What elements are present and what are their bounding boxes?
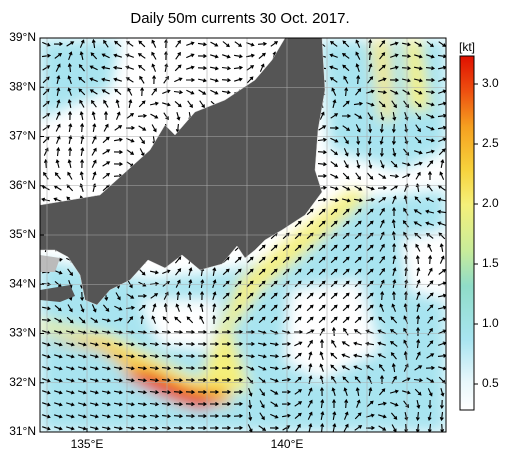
land-islands bbox=[40, 255, 60, 272]
colorbar-unit: [kt] bbox=[459, 40, 475, 54]
colorbar-tick-label: 0.5 bbox=[482, 376, 499, 390]
lat-label: 35°N bbox=[9, 227, 36, 241]
land-honshu bbox=[40, 38, 326, 306]
land-shikoku bbox=[40, 285, 75, 302]
lat-label: 32°N bbox=[9, 375, 36, 389]
lat-label: 38°N bbox=[9, 79, 36, 93]
colorbar-tick-label: 3.0 bbox=[482, 76, 499, 90]
lat-label: 33°N bbox=[9, 326, 36, 340]
colorbar-tick-label: 2.0 bbox=[482, 196, 499, 210]
colorbar-tick-label: 1.5 bbox=[482, 256, 499, 270]
lat-label: 37°N bbox=[9, 129, 36, 143]
colorbar-tick-label: 2.5 bbox=[482, 136, 499, 150]
map-area bbox=[40, 38, 446, 432]
axis-labels: 31°N 32°N 33°N 34°N 35°N 36°N 37°N 38°N 39°N 135°… bbox=[9, 30, 499, 451]
lat-label: 31°N bbox=[9, 424, 36, 438]
speed-field bbox=[40, 40, 446, 432]
lon-label: 140°E bbox=[271, 437, 304, 451]
lat-label: 34°N bbox=[9, 276, 36, 290]
colorbar bbox=[459, 55, 475, 411]
lon-label: 135°E bbox=[71, 437, 104, 451]
map-title: Daily 50m currents 30 Oct. 2017. bbox=[130, 10, 349, 27]
colorbar-tick-label: 1.0 bbox=[482, 316, 499, 330]
lat-label: 36°N bbox=[9, 178, 36, 192]
lat-label: 39°N bbox=[9, 30, 36, 44]
graticule bbox=[40, 38, 446, 432]
